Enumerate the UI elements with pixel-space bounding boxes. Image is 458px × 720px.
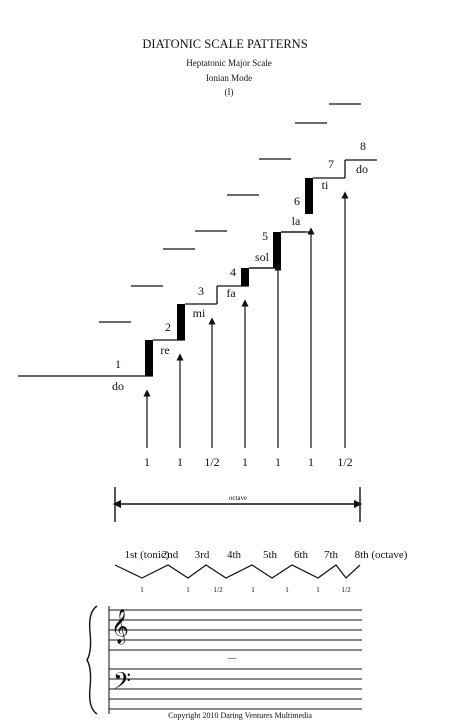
mode-subtitle: Ionian Mode [206,73,252,83]
scale-subtitle: Heptatonic Major Scale [186,58,271,68]
degree-label: 4th [227,549,242,561]
step-syllable: la [292,214,301,228]
zigzag-interval-label: 1 [316,585,320,594]
step-syllable: sol [255,250,270,264]
zigzag-interval-label: 1 [285,585,289,594]
octave-label: octave [229,494,247,502]
zigzag-interval-label: 1 [140,585,144,594]
degree-label: 5th [263,549,278,561]
step-number: 1 [115,357,121,371]
step-syllable: fa [226,286,236,300]
bass-clef-icon: 𝄢 [113,669,131,700]
zigzag-interval-label: 1 [251,585,255,594]
interval-label: 1/2 [204,455,219,469]
degree-label: 2nd [162,549,179,561]
zigzag-interval-label: 1 [186,585,190,594]
step-number: 7 [328,157,334,171]
treble-clef-icon: 𝄞 [111,609,129,645]
step-syllable: ti [322,178,329,192]
whole-step-riser [305,178,313,214]
step-number: 8 [360,139,366,153]
degree-label: 1st (tonic) [125,549,170,561]
grand-staff: 𝄞 𝄢 — [86,605,362,715]
zigzag-interval-label: 1/2 [213,585,223,594]
whole-step-riser [273,232,281,268]
step-syllable: mi [193,306,206,320]
mode-numeral: (I) [225,87,234,97]
scale-degrees: 1st (tonic)2nd 3rd 4th 5th 6th 7th 8th (octave… [114,549,408,594]
interval-label: 1 [275,455,281,469]
step-syllable: do [356,162,368,176]
interval-label: 1/2 [337,455,352,469]
step-syllable: re [160,343,169,357]
octave-span: octave [112,487,363,522]
step-number: 6 [294,194,300,208]
interval-label: 1 [144,455,150,469]
scale-staircase: 1 do 2 re 3 mi 4 fa 5 sol 6 la 7 ti 8 do 1 1 1/2 1 1 1 1/2 [18,103,377,469]
brace-icon [86,605,98,715]
interval-zigzag [114,564,361,579]
step-number: 3 [198,284,204,298]
copyright-text: Copyright 2010 Daring Ventures Multimedi… [168,711,312,720]
interval-label: 1 [177,455,183,469]
step-number: 4 [230,265,236,279]
whole-step-riser [177,304,185,340]
zigzag-interval-label: 1/2 [341,585,351,594]
interval-label: 1 [308,455,314,469]
whole-step-riser [145,340,153,376]
ledger-mark: — [227,653,238,663]
step-number: 5 [262,229,268,243]
degree-label: 7th [324,549,339,561]
page-title: DIATONIC SCALE PATTERNS [142,37,307,51]
interval-label: 1 [242,455,248,469]
degree-label: 6th [294,549,309,561]
degree-label: 3rd [195,549,210,561]
step-syllable: do [112,379,124,393]
step-number: 2 [165,320,171,334]
staff-lines [109,609,362,710]
degree-label: 8th (octave) [355,549,408,561]
whole-step-riser [241,268,249,286]
